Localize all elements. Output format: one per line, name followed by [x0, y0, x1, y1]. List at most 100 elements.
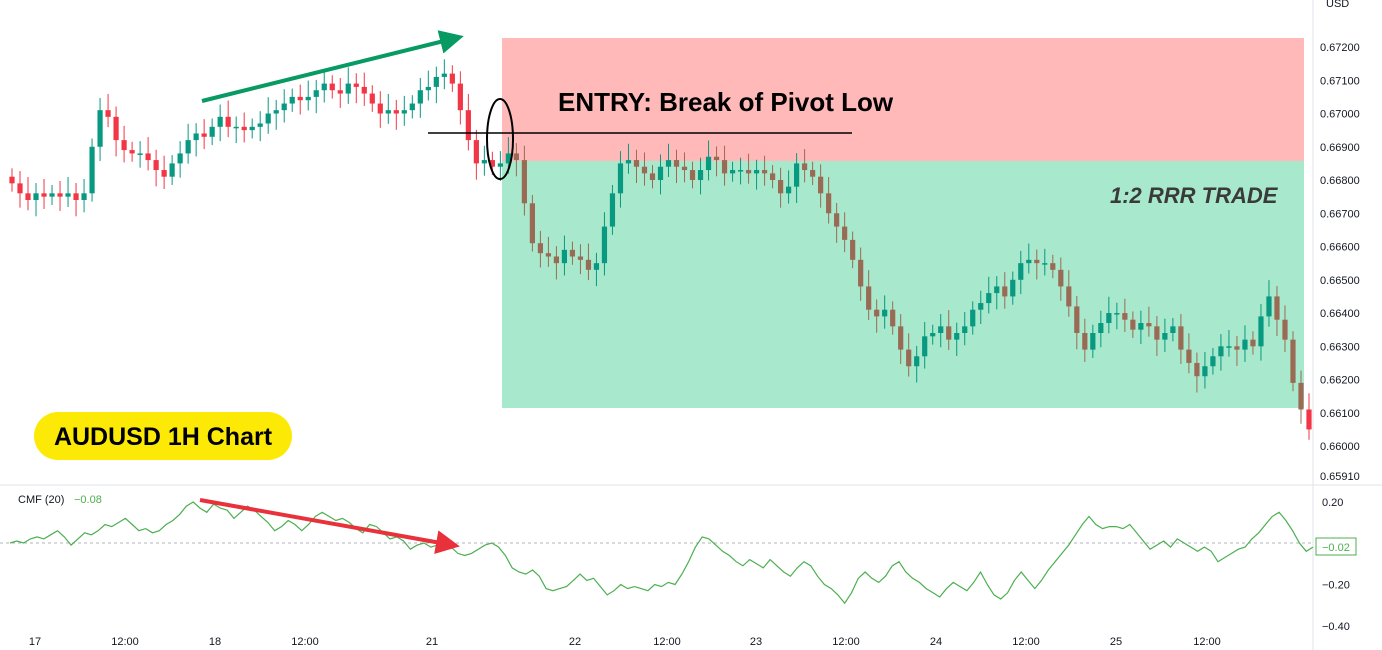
- price-tick-label: 0.67200: [1320, 42, 1360, 54]
- candle-body: [257, 123, 263, 127]
- candle-body: [113, 116, 119, 141]
- candle-body: [1058, 269, 1064, 287]
- candle-body: [1090, 333, 1096, 350]
- time-tick-label: 12:00: [832, 636, 860, 648]
- candle-body: [225, 116, 231, 127]
- candle-body: [593, 263, 600, 270]
- candle-body: [1018, 263, 1024, 280]
- candle-body: [1114, 313, 1120, 315]
- candle-body: [922, 336, 928, 357]
- candle-body: [1130, 319, 1136, 330]
- candle-body: [361, 86, 367, 94]
- price-tick-label: 0.66500: [1320, 275, 1360, 287]
- candle-body: [201, 133, 207, 137]
- time-tick-label: 18: [209, 636, 221, 648]
- price-tick-label: 0.66800: [1320, 175, 1360, 187]
- candle-body: [794, 163, 800, 187]
- candle-body: [1282, 319, 1288, 340]
- candle-body: [369, 93, 375, 104]
- candle-body: [473, 140, 479, 164]
- candle-body: [882, 309, 888, 317]
- cmf-downtrend-arrow: [199, 498, 460, 555]
- candle-body: [1162, 333, 1168, 340]
- candle-body: [1186, 349, 1192, 363]
- candle-body: [289, 96, 295, 104]
- candle-body: [177, 153, 183, 164]
- candle-body: [545, 253, 552, 257]
- candle-body: [946, 326, 952, 340]
- candle-body: [713, 156, 720, 161]
- candle-body: [1290, 339, 1296, 383]
- price-axis: 0.67200 0.67100 0.67000 0.66900 0.66800 0.667…: [1320, 42, 1360, 483]
- take-profit-zone: [502, 161, 1304, 408]
- candle-body: [513, 153, 519, 161]
- candle-body: [834, 213, 840, 227]
- candle-body: [914, 356, 920, 367]
- price-tick-label: 0.66700: [1320, 208, 1360, 220]
- candle-body: [753, 170, 760, 174]
- price-uptrend-arrow: [201, 30, 464, 103]
- candle-body: [337, 90, 343, 94]
- time-tick-label: 12:00: [1012, 636, 1040, 648]
- candle-body: [1042, 263, 1048, 265]
- candle-body: [721, 160, 728, 174]
- candle-body: [962, 326, 968, 333]
- candle-body: [617, 163, 624, 194]
- cmf-axis: 0.20 −0.20 −0.40: [1322, 497, 1350, 633]
- candle-body: [73, 193, 79, 200]
- candle-body: [729, 170, 736, 174]
- time-tick-label: 24: [930, 636, 942, 648]
- candle-body: [1010, 279, 1016, 297]
- candle-body: [521, 160, 527, 204]
- candle-body: [1034, 259, 1040, 264]
- candle-body: [745, 170, 752, 174]
- candle-body: [1250, 339, 1256, 347]
- candle-body: [105, 110, 111, 117]
- candle-body: [233, 126, 239, 129]
- price-tick-label: 0.66100: [1320, 408, 1360, 420]
- candle-body: [1154, 326, 1160, 340]
- candle-body: [345, 83, 351, 94]
- price-tick-label: 0.65910: [1320, 471, 1360, 483]
- candle-body: [850, 239, 856, 260]
- candle-body: [810, 170, 816, 177]
- rrr-annotation: 1:2 RRR TRADE: [1110, 183, 1279, 208]
- candle-body: [994, 286, 1000, 294]
- candle-body: [209, 126, 215, 137]
- candle-body: [193, 133, 199, 141]
- candle-body: [449, 73, 455, 84]
- candle-body: [481, 160, 487, 164]
- candle-body: [826, 193, 832, 214]
- candle-body: [265, 113, 271, 124]
- price-tick-label: 0.66000: [1320, 441, 1360, 453]
- time-tick-label: 12:00: [1193, 636, 1221, 648]
- cmf-last-badge: [1315, 537, 1357, 556]
- candle-body: [505, 153, 511, 164]
- candle-body: [1226, 346, 1232, 348]
- candle-body: [169, 163, 175, 177]
- candle-body: [313, 90, 319, 97]
- candle-body: [1082, 333, 1088, 350]
- candle-body: [1066, 286, 1072, 307]
- candle-body: [497, 163, 503, 167]
- candle-body: [33, 193, 39, 200]
- candle-body: [1098, 323, 1104, 333]
- price-tick-label: 0.66300: [1320, 341, 1360, 353]
- candle-body: [785, 186, 792, 194]
- candle-body: [649, 173, 656, 181]
- time-tick-label: 12:00: [291, 636, 319, 648]
- time-axis: 17 12:00 18 12:00 21 22 12:00 23 12:00 24 12:00 25 1…: [29, 636, 1221, 648]
- candle-body: [890, 309, 896, 327]
- cmf-tick-label: −0.40: [1322, 621, 1350, 633]
- candle-body: [898, 326, 904, 350]
- candle-body: [65, 193, 71, 197]
- candle-body: [57, 193, 63, 197]
- candle-body: [1210, 356, 1216, 367]
- candle-body: [665, 160, 672, 167]
- price-tick-label: 0.67000: [1320, 109, 1360, 121]
- candle-body: [970, 309, 976, 327]
- time-tick-label: 12:00: [111, 636, 139, 648]
- candle-body: [321, 83, 327, 91]
- chart-title: AUDUSD 1H Chart: [54, 423, 273, 451]
- candle-body: [185, 140, 191, 154]
